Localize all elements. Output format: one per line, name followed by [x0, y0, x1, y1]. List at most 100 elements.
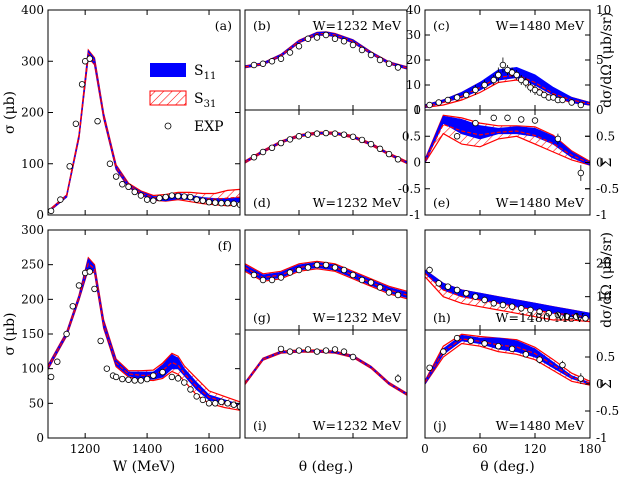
exp-point — [340, 266, 348, 274]
x-tick-label: 60 — [472, 442, 487, 456]
exp-point — [440, 348, 447, 355]
exp-point — [268, 276, 276, 284]
exp-point — [582, 315, 589, 322]
exp-point — [536, 308, 543, 315]
exp-point — [331, 35, 339, 42]
exp-point — [86, 268, 94, 275]
exp-point — [490, 76, 497, 84]
exp-point — [577, 101, 585, 109]
exp-point — [358, 276, 366, 284]
curve-s31 — [425, 272, 590, 319]
exp-point — [435, 280, 442, 287]
exp-point — [168, 192, 176, 199]
plot-area-h — [425, 266, 590, 323]
exp-point — [212, 400, 219, 407]
exp-point — [508, 345, 516, 353]
exp-point — [522, 351, 530, 358]
exp-point — [187, 193, 194, 201]
exp-point — [181, 379, 188, 386]
axes-frame — [47, 229, 241, 439]
y-tick-label: 40 — [406, 3, 421, 17]
exp-point — [174, 375, 182, 382]
exp-point — [394, 375, 402, 382]
curve-s31 — [425, 338, 590, 384]
exp-point — [463, 290, 470, 297]
x-tick-label: 1600 — [194, 442, 225, 456]
exp-point — [119, 181, 126, 188]
legend-swatch-s11 — [150, 63, 186, 77]
exp-point — [481, 296, 488, 304]
exp-point — [495, 71, 502, 79]
y-tick-label: -0.5 — [398, 182, 421, 196]
exp-point — [490, 300, 497, 307]
exp-point — [103, 365, 111, 372]
exp-point — [48, 373, 55, 381]
y-axis-label: σ (μb) — [2, 91, 18, 134]
exp-point — [472, 293, 479, 300]
exp-point — [453, 133, 461, 140]
exp-point — [212, 199, 219, 206]
exp-point — [367, 279, 375, 286]
band-s11 — [48, 258, 240, 408]
exp-point — [495, 343, 502, 350]
right-y-tick-label: 0.5 — [596, 129, 615, 143]
panel-label: (b) — [253, 18, 271, 33]
energy-note: W=1232 MeV — [313, 418, 402, 433]
panel-j: 0 60 120 180-1 -0.5 0 0.5 Σ (j) W=1480 MeV θ (deg.… — [421, 329, 619, 475]
exp-point — [322, 129, 330, 137]
exp-point — [250, 61, 258, 69]
exp-point — [522, 79, 530, 86]
y-tick-label: 0 — [413, 156, 421, 170]
plot-area-i — [245, 345, 407, 396]
exp-point — [137, 192, 145, 199]
exp-point — [199, 197, 207, 204]
exp-point — [463, 91, 470, 99]
curve-s31 — [48, 262, 240, 407]
right-y-tick-label: -0.5 — [596, 182, 619, 196]
y-tick-label: 50 — [29, 396, 44, 410]
exp-point — [453, 334, 461, 342]
exp-point — [349, 353, 357, 361]
x-axis-label: θ (deg.) — [299, 459, 353, 475]
band-s31 — [48, 256, 240, 411]
exp-point — [385, 289, 393, 296]
exp-point — [54, 358, 61, 365]
exp-point — [394, 156, 402, 163]
exp-point — [340, 38, 348, 45]
legend-label: EXP — [194, 119, 224, 135]
exp-point — [205, 198, 213, 206]
exp-point — [481, 340, 488, 347]
plot-area-j — [425, 333, 590, 386]
exp-point — [259, 276, 267, 284]
exp-point — [527, 306, 534, 314]
exp-point — [230, 401, 238, 408]
exp-point — [63, 330, 70, 338]
exp-point — [536, 356, 543, 363]
y-tick-label: 10 — [406, 78, 421, 92]
legend: S11 S31 EXP — [149, 63, 224, 135]
exp-point — [322, 261, 330, 269]
energy-note: W=1480 MeV — [496, 18, 585, 33]
exp-point — [277, 345, 285, 353]
right-axis-label: dσ/dΩ (μb/sr) — [599, 12, 615, 108]
panel-label: (g) — [253, 310, 271, 325]
panel-d: (d) W=1232 MeV — [244, 109, 408, 216]
y-axis-label: σ (μb) — [2, 313, 18, 356]
exp-point — [444, 283, 452, 290]
panel-label: (h) — [433, 310, 451, 325]
exp-point — [125, 183, 132, 191]
exp-point — [259, 148, 267, 156]
y-tick-label: 0 — [36, 431, 44, 445]
exp-point — [508, 303, 516, 310]
panel-f: 1200 1400 1600 0 50 100 150 200 250 300 (f) σ (μb) W… — [2, 223, 241, 475]
exp-point — [205, 400, 213, 407]
exp-point — [367, 140, 375, 148]
exp-point — [426, 266, 433, 274]
exp-point — [218, 398, 225, 406]
exp-point — [499, 301, 507, 309]
energy-note: W=1480 MeV — [496, 418, 585, 433]
panel-label: (j) — [433, 418, 447, 433]
right-y-tick-label: 10 — [596, 290, 611, 304]
exp-point — [131, 188, 138, 196]
